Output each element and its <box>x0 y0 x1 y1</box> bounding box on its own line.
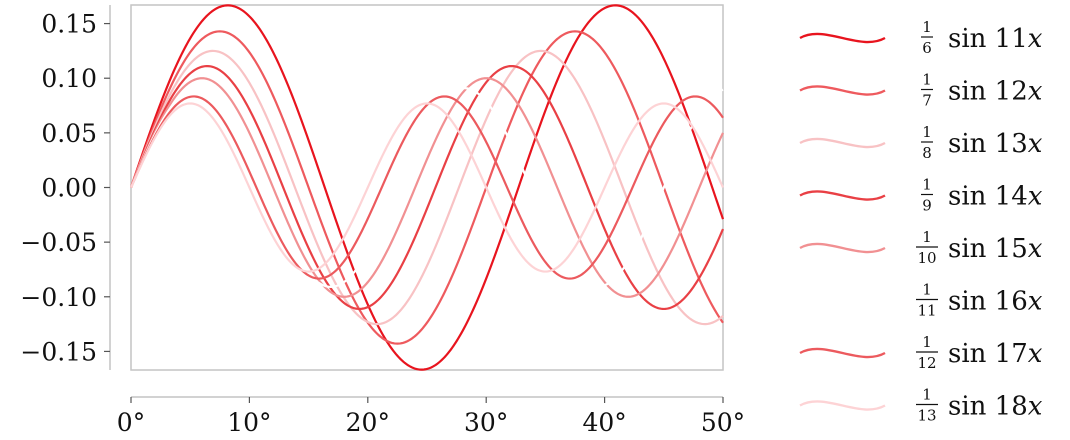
legend-swatch <box>799 295 886 306</box>
legend-entry: 1 8 sin 13x <box>799 123 1043 162</box>
y-tick-label: 0.05 <box>41 119 97 148</box>
series-line-4 <box>129 64 725 311</box>
y-tick-label: −0.05 <box>20 228 97 257</box>
legend: 1 6 sin 11x 1 7 sin 12x 1 8 sin 13x 1 9 sin 14x 1 10 s… <box>799 18 1043 425</box>
legend-label: sin 14x <box>948 182 1043 212</box>
x-tick-label: 50° <box>701 408 745 437</box>
legend-label: sin 13x <box>948 129 1043 159</box>
legend-frac-denominator: 9 <box>922 197 932 215</box>
series-line-5 <box>129 77 724 298</box>
x-tick-label: 0° <box>117 408 145 437</box>
y-tick-label: 0.00 <box>41 174 97 203</box>
legend-entry: 1 10 sin 15x <box>799 228 1043 267</box>
legend-entry: 1 9 sin 14x <box>799 176 1043 215</box>
legend-swatch <box>799 32 886 44</box>
legend-entry: 1 13 sin 18x <box>799 386 1043 425</box>
legend-swatch <box>799 347 886 359</box>
legend-frac-numerator: 1 <box>922 123 932 141</box>
x-tick-label: 10° <box>227 408 271 437</box>
legend-entry: 1 6 sin 11x <box>799 18 1043 57</box>
legend-label: sin 16x <box>948 287 1043 317</box>
legend-frac-denominator: 12 <box>917 354 936 372</box>
y-axis: 0.15 0.10 0.05 0.00 −0.05 −0.10 −0.15 <box>20 10 110 366</box>
legend-label: sin 11x <box>948 24 1043 54</box>
legend-frac-numerator: 1 <box>922 281 932 299</box>
y-tick-label: 0.15 <box>41 10 97 39</box>
legend-frac-denominator: 10 <box>917 249 936 267</box>
legend-swatch <box>799 85 886 96</box>
plot-frame <box>130 4 724 371</box>
legend-swatch <box>799 400 886 411</box>
series-line-6 <box>129 87 724 288</box>
legend-frac-denominator: 13 <box>917 407 936 425</box>
series-line-1 <box>129 4 725 371</box>
legend-label: sin 17x <box>948 339 1043 369</box>
y-tick-label: −0.10 <box>20 283 97 312</box>
legend-swatch <box>799 137 886 149</box>
series-line-3 <box>129 49 724 326</box>
legend-frac-numerator: 1 <box>922 333 932 351</box>
legend-label: sin 18x <box>948 392 1043 422</box>
legend-entry: 1 7 sin 12x <box>799 71 1043 110</box>
legend-frac-denominator: 11 <box>917 302 936 320</box>
x-tick-label: 20° <box>346 408 390 437</box>
legend-frac-numerator: 1 <box>922 386 932 404</box>
x-axis: 0° 10° 20° 30° 40° 50° <box>117 397 745 437</box>
legend-frac-denominator: 7 <box>922 92 932 110</box>
legend-entry: 111 sin 16x <box>799 281 1043 320</box>
series-line-2 <box>129 30 724 345</box>
series-line-8 <box>129 102 725 273</box>
legend-frac-denominator: 8 <box>922 144 932 162</box>
legend-frac-denominator: 6 <box>922 39 932 57</box>
legend-frac-numerator: 1 <box>922 176 932 194</box>
x-tick-label: 40° <box>582 408 626 437</box>
legend-swatch <box>799 190 886 201</box>
legend-frac-numerator: 1 <box>922 71 932 89</box>
legend-frac-numerator: 1 <box>922 228 932 246</box>
legend-swatch <box>799 242 886 254</box>
legend-frac-numerator: 1 <box>922 18 932 36</box>
series-layer <box>129 4 725 371</box>
y-tick-label: −0.15 <box>20 337 97 366</box>
legend-entry: 1 12 sin 17x <box>799 333 1043 372</box>
legend-label: sin 15x <box>948 234 1043 264</box>
x-tick-label: 30° <box>464 408 508 437</box>
series-line-7 <box>129 95 724 280</box>
y-tick-label: 0.10 <box>41 64 97 93</box>
legend-label: sin 12x <box>948 77 1043 107</box>
